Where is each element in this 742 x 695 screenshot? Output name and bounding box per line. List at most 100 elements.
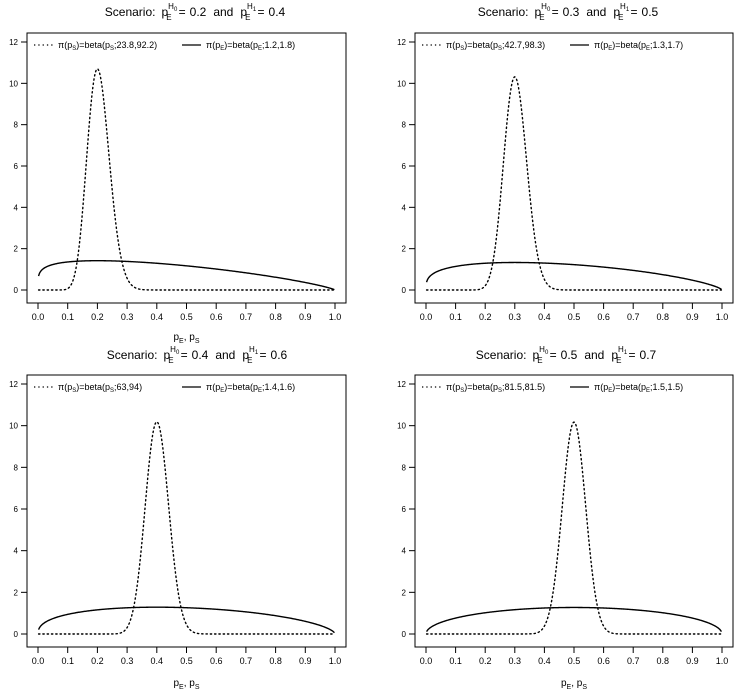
y-tick-label: 2 xyxy=(14,245,19,254)
chart-title: Scenario: pH0 E = 0.2 and pH1 E = 0.4 xyxy=(105,2,286,22)
x-tick-label: 0.6 xyxy=(210,656,223,666)
x-tick-label: 0.9 xyxy=(686,656,699,666)
y-tick-label: 4 xyxy=(14,203,19,212)
x-tick-label: 0.1 xyxy=(61,656,74,666)
x-tick-label: 0.1 xyxy=(61,312,74,322)
x-tick-label: 0.0 xyxy=(420,656,433,666)
y-tick-label: 10 xyxy=(397,422,406,431)
legend-label-prior-pe: π(pE)=beta(pE;1.4,1.6) xyxy=(206,382,295,394)
x-tick-label: 1.0 xyxy=(716,656,729,666)
legend-label-prior-ps: π(pS)=beta(pS;63,94) xyxy=(58,382,142,394)
y-tick-label: 12 xyxy=(397,380,406,389)
x-tick-label: 0.1 xyxy=(449,656,462,666)
x-tick-label: 0.0 xyxy=(420,312,433,322)
y-tick-label: 0 xyxy=(14,630,19,639)
x-tick-label: 0.9 xyxy=(299,656,312,666)
plot-frame xyxy=(414,32,734,304)
x-tick-label: 0.8 xyxy=(657,312,670,322)
legend-entry-prior-pe: π(pE)=beta(pE;1.4,1.6) xyxy=(182,382,295,394)
legend-entry-prior-pe: π(pE)=beta(pE;1.5,1.5) xyxy=(570,382,683,394)
chart-title: Scenario: pH0 E = 0.5 and pH1 E = 0.7 xyxy=(476,345,657,365)
chart-title: Scenario: pH0 E = 0.4 and pH1 E = 0.6 xyxy=(107,345,288,365)
x-tick-label: 0.5 xyxy=(568,312,581,322)
x-tick-label: 0.6 xyxy=(597,312,610,322)
x-tick-label: 0.7 xyxy=(627,312,640,322)
y-tick-label: 12 xyxy=(9,38,18,47)
legend-entry-prior-ps: π(pS)=beta(pS;42.7,98.3) xyxy=(422,40,545,52)
x-tick-label: 0.7 xyxy=(627,656,640,666)
x-tick-label: 0.5 xyxy=(180,312,193,322)
x-tick-label: 1.0 xyxy=(329,656,342,666)
x-tick-label: 0.3 xyxy=(509,312,522,322)
x-tick-label: 0.0 xyxy=(32,656,45,666)
plot-frame xyxy=(26,32,347,304)
chart-title: Scenario: pH0 E = 0.3 and pH1 E = 0.5 xyxy=(478,2,659,22)
x-tick-label: 0.8 xyxy=(657,656,670,666)
y-tick-label: 12 xyxy=(397,38,406,47)
chart-panel-3: Scenario: pH0 E = 0.4 and pH1 E = 0.6 0.0 0.1 0.2 0.3… xyxy=(9,345,347,691)
x-tick-label: 0.1 xyxy=(449,312,462,322)
legend-label-prior-ps: π(pS)=beta(pS;23.8,92.2) xyxy=(58,40,157,52)
x-tick-label: 0.3 xyxy=(121,656,134,666)
y-tick-label: 2 xyxy=(402,588,407,597)
x-tick-label: 0.2 xyxy=(479,312,492,322)
legend-label-prior-ps: π(pS)=beta(pS;81.5,81.5) xyxy=(446,382,545,394)
y-tick-label: 4 xyxy=(402,547,407,556)
y-tick-label: 0 xyxy=(402,286,407,295)
x-axis-label: pE, pS xyxy=(561,678,587,691)
x-tick-label: 0.3 xyxy=(509,656,522,666)
x-tick-label: 0.6 xyxy=(210,312,223,322)
x-tick-label: 0.2 xyxy=(91,312,104,322)
plot-frame xyxy=(26,374,347,648)
y-tick-label: 8 xyxy=(14,463,19,472)
y-tick-label: 4 xyxy=(14,547,19,556)
x-tick-label: 0.4 xyxy=(538,312,551,322)
chart-panel-1: Scenario: pH0 E = 0.2 and pH1 E = 0.4 0.0 0.1 0.2 0.3… xyxy=(9,2,347,345)
x-tick-label: 1.0 xyxy=(716,312,729,322)
y-tick-label: 8 xyxy=(14,121,19,130)
legend-label-prior-pe: π(pE)=beta(pE;1.3,1.7) xyxy=(594,40,683,52)
y-tick-label: 0 xyxy=(402,630,407,639)
legend-entry-prior-pe: π(pE)=beta(pE;1.2,1.8) xyxy=(182,40,295,52)
y-tick-label: 8 xyxy=(402,121,407,130)
x-tick-label: 0.3 xyxy=(121,312,134,322)
y-tick-label: 10 xyxy=(9,422,18,431)
y-tick-label: 6 xyxy=(14,505,19,514)
x-tick-label: 0.0 xyxy=(32,312,45,322)
x-axis-label: pE, pS xyxy=(173,678,199,691)
x-axis-label: pE, pS xyxy=(173,332,199,345)
legend-label-prior-ps: π(pS)=beta(pS;42.7,98.3) xyxy=(446,40,545,52)
x-tick-label: 0.7 xyxy=(240,312,253,322)
plot-frame xyxy=(414,374,734,648)
y-tick-label: 10 xyxy=(9,79,18,88)
legend-entry-prior-ps: π(pS)=beta(pS;23.8,92.2) xyxy=(34,40,157,52)
y-tick-label: 4 xyxy=(402,203,407,212)
x-tick-label: 0.4 xyxy=(151,656,164,666)
x-tick-label: 1.0 xyxy=(329,312,342,322)
y-tick-label: 2 xyxy=(14,588,19,597)
y-tick-label: 6 xyxy=(14,162,19,171)
y-tick-label: 8 xyxy=(402,463,407,472)
density-curve-ps xyxy=(425,421,723,635)
x-tick-label: 0.8 xyxy=(269,656,282,666)
density-curve-ps xyxy=(37,67,336,291)
legend-entry-prior-ps: π(pS)=beta(pS;81.5,81.5) xyxy=(422,382,545,394)
x-tick-label: 0.4 xyxy=(151,312,164,322)
y-tick-label: 2 xyxy=(402,245,407,254)
density-curve-ps xyxy=(37,420,336,635)
x-tick-label: 0.6 xyxy=(597,656,610,666)
x-tick-label: 0.2 xyxy=(479,656,492,666)
legend-entry-prior-pe: π(pE)=beta(pE;1.3,1.7) xyxy=(570,40,683,52)
y-tick-label: 0 xyxy=(14,286,19,295)
y-tick-label: 12 xyxy=(9,380,18,389)
density-curve-pe xyxy=(37,606,335,634)
density-curve-ps xyxy=(425,76,723,291)
legend-label-prior-pe: π(pE)=beta(pE;1.5,1.5) xyxy=(594,382,683,394)
legend-entry-prior-ps: π(pS)=beta(pS;63,94) xyxy=(34,382,142,394)
y-tick-label: 6 xyxy=(402,505,407,514)
x-tick-label: 0.9 xyxy=(686,312,699,322)
x-tick-label: 0.9 xyxy=(299,312,312,322)
density-curve-pe xyxy=(37,260,335,291)
x-tick-label: 0.8 xyxy=(269,312,282,322)
